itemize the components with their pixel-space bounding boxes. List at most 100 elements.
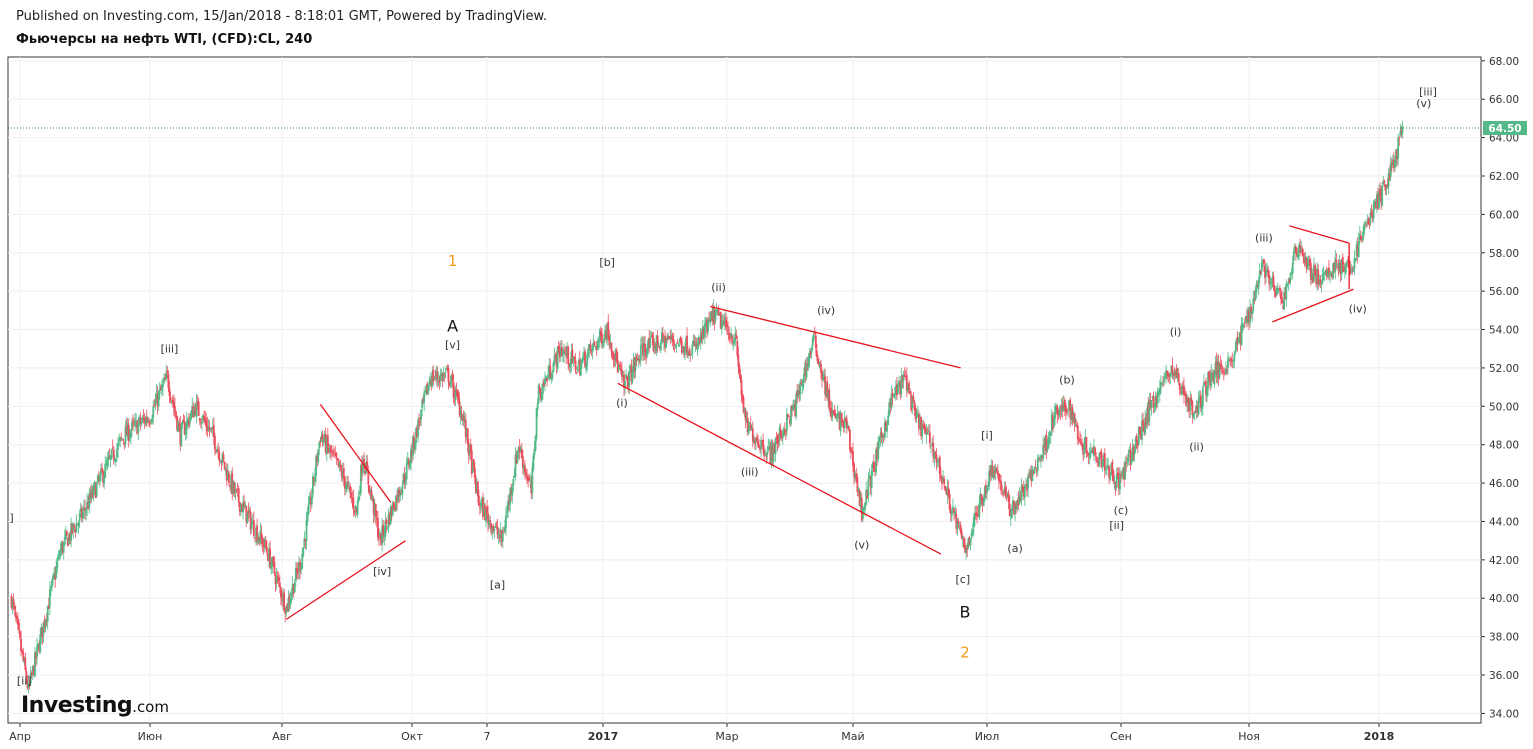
candle-body	[627, 380, 630, 388]
candle-body	[459, 411, 462, 418]
candle-body	[508, 500, 511, 503]
candle-body	[514, 454, 517, 477]
candle-body	[925, 431, 928, 436]
candle-body	[230, 475, 233, 489]
candle-body	[852, 450, 854, 466]
candle-body	[756, 437, 758, 441]
candle-body	[382, 525, 385, 536]
candle-body	[824, 376, 827, 395]
candle-body	[197, 401, 200, 417]
candle-body	[630, 365, 633, 381]
candle-body	[1321, 274, 1324, 283]
candle-body	[759, 446, 761, 451]
candle-body	[955, 513, 958, 529]
candle-body	[531, 467, 534, 493]
candle-body	[209, 427, 212, 430]
candle-body	[681, 346, 684, 352]
candle-body	[448, 381, 451, 386]
candle-body	[129, 431, 132, 437]
candle-body	[941, 477, 943, 484]
candle-body	[1036, 457, 1039, 471]
candle-body	[1003, 489, 1006, 495]
candle-body	[482, 497, 484, 517]
candle-body	[559, 348, 562, 356]
candle-body	[867, 478, 870, 497]
candle-body	[1267, 269, 1270, 277]
candle-body	[528, 477, 531, 481]
candle-body	[832, 410, 835, 413]
candle-body	[405, 462, 408, 480]
candle-body	[1227, 358, 1229, 368]
candle-body	[927, 431, 930, 432]
candle-body	[618, 365, 621, 368]
candle-body	[314, 473, 316, 482]
candle-body	[507, 501, 509, 512]
candle-body	[1083, 442, 1086, 455]
candle-body	[1188, 402, 1191, 412]
candle-body	[819, 361, 821, 368]
candle-body	[969, 538, 972, 546]
candle-body	[122, 439, 125, 441]
candle-body	[461, 415, 464, 421]
candle-body	[113, 459, 116, 461]
candle-body	[227, 471, 229, 481]
candle-body	[282, 593, 284, 603]
candle-body	[287, 598, 290, 612]
candle-body	[868, 475, 871, 478]
candle-body	[416, 427, 418, 438]
candle-body	[797, 390, 800, 397]
candle-body	[1010, 508, 1013, 518]
candle-body	[281, 598, 283, 601]
candle-body	[1279, 287, 1281, 291]
candle-body	[44, 620, 47, 628]
candle-body	[1088, 452, 1091, 458]
candle-body	[1290, 271, 1293, 273]
candle-body	[612, 353, 615, 360]
candle-body	[795, 393, 798, 417]
candle-body	[656, 335, 659, 347]
candle-body	[1151, 396, 1154, 399]
candle-body	[635, 356, 638, 358]
candle-body	[38, 645, 41, 652]
candle-body	[349, 486, 352, 492]
candle-body	[735, 334, 738, 339]
candle-body	[1177, 373, 1180, 382]
candle-body	[1302, 253, 1305, 257]
candle-body	[1100, 452, 1103, 468]
candle-body	[1172, 373, 1175, 376]
candle-body	[1357, 241, 1360, 258]
candle-body	[1056, 405, 1059, 415]
candle-body	[1141, 421, 1143, 440]
candle-body	[1062, 402, 1065, 411]
wave-label: [ii]	[1109, 519, 1124, 532]
candle-body	[1277, 287, 1280, 290]
candle-body	[142, 417, 145, 419]
candle-body	[85, 510, 87, 513]
candle-body	[920, 416, 922, 437]
candle-body	[257, 537, 260, 544]
candle-body	[471, 461, 474, 473]
x-tick-label: Май	[841, 730, 864, 743]
candle-body	[755, 439, 757, 442]
candle-body	[881, 435, 884, 439]
candle-body	[525, 472, 527, 475]
candle-body	[216, 449, 218, 453]
candle-body	[309, 496, 312, 505]
candle-body	[76, 523, 79, 525]
candle-body	[700, 331, 703, 341]
candle-body	[1058, 410, 1061, 416]
candle-body	[157, 392, 160, 407]
candle-body	[486, 506, 488, 514]
candle-body	[243, 501, 246, 507]
candle-body	[286, 603, 289, 610]
candle-body	[524, 465, 526, 473]
candle-body	[607, 321, 610, 338]
candle-body	[1040, 454, 1042, 461]
candle-body	[255, 527, 257, 539]
candle-body	[645, 350, 647, 358]
candle-body	[968, 537, 971, 545]
candle-body	[171, 399, 174, 403]
candle-body	[1198, 396, 1201, 400]
candle-body	[939, 475, 942, 479]
